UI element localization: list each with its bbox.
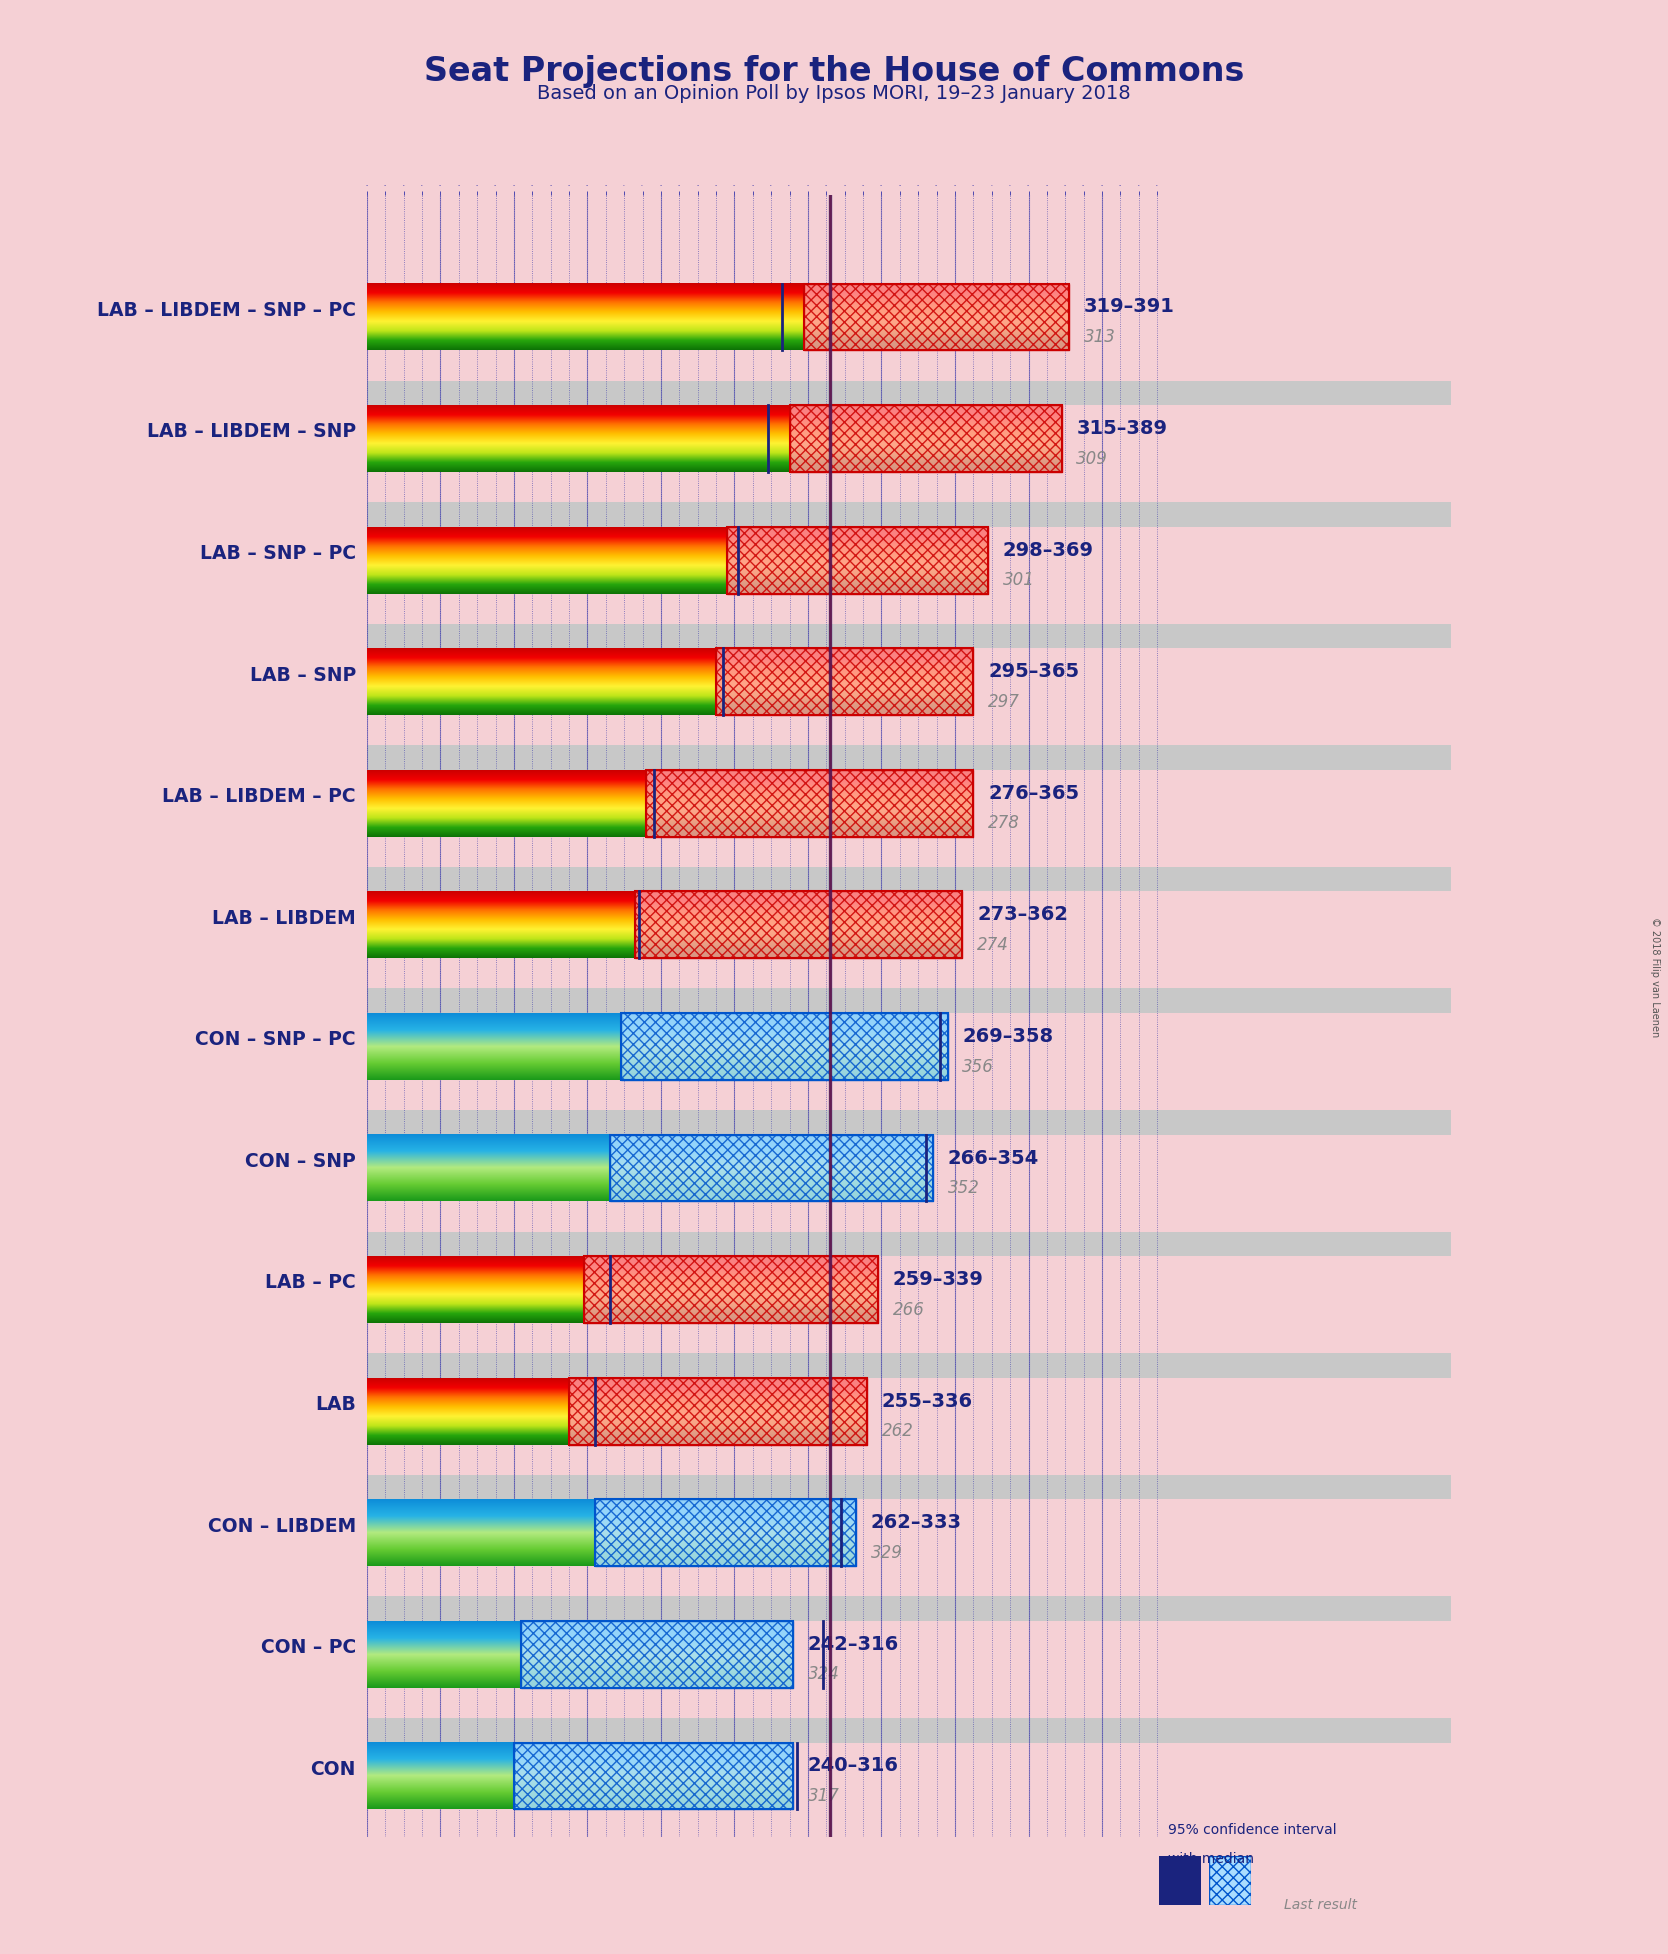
Bar [789, 404, 1061, 473]
Text: 324: 324 [807, 1665, 841, 1684]
Text: 313: 313 [1084, 328, 1116, 346]
Bar [367, 715, 1451, 770]
Text: 278: 278 [987, 815, 1019, 832]
Bar [584, 1256, 877, 1323]
Bar [367, 1567, 1451, 1596]
Bar [367, 473, 1451, 502]
Text: 266: 266 [892, 1301, 924, 1319]
Bar [367, 1323, 1451, 1378]
Text: 259–339: 259–339 [892, 1270, 984, 1290]
Text: 317: 317 [807, 1788, 841, 1805]
Text: with median: with median [1168, 1852, 1254, 1866]
Text: 295–365: 295–365 [987, 662, 1079, 682]
Text: 298–369: 298–369 [1002, 541, 1094, 559]
Text: 297: 297 [987, 694, 1019, 711]
Bar [789, 404, 1061, 473]
Bar [367, 1444, 1451, 1475]
Bar [646, 770, 974, 836]
Text: LAB – LIBDEM – PC: LAB – LIBDEM – PC [162, 787, 355, 807]
Bar [367, 350, 1451, 381]
Text: 309: 309 [1076, 449, 1108, 467]
Text: 276–365: 276–365 [987, 784, 1079, 803]
Bar [595, 1499, 856, 1567]
Text: CON – SNP: CON – SNP [245, 1151, 355, 1170]
Bar [609, 1135, 932, 1202]
Bar [367, 1202, 1451, 1231]
Bar [367, 1688, 1451, 1718]
Text: LAB – SNP: LAB – SNP [250, 666, 355, 684]
Bar [367, 594, 1451, 623]
Text: 255–336: 255–336 [881, 1391, 972, 1411]
Text: 352: 352 [947, 1178, 979, 1198]
Text: LAB – SNP – PC: LAB – SNP – PC [200, 543, 355, 563]
Text: 262: 262 [881, 1423, 914, 1440]
Text: Seat Projections for the House of Commons: Seat Projections for the House of Common… [424, 55, 1244, 88]
Text: 240–316: 240–316 [807, 1757, 899, 1776]
Text: LAB – LIBDEM: LAB – LIBDEM [212, 909, 355, 928]
Bar [716, 649, 974, 715]
Bar [646, 770, 974, 836]
Text: 301: 301 [1002, 571, 1034, 590]
Text: LAB – PC: LAB – PC [265, 1274, 355, 1292]
Bar [367, 594, 1451, 649]
Bar [584, 1256, 877, 1323]
Bar [620, 1012, 947, 1081]
Bar [367, 836, 1451, 891]
Text: LAB – LIBDEM – SNP: LAB – LIBDEM – SNP [147, 422, 355, 442]
Text: 273–362: 273–362 [977, 905, 1068, 924]
Text: CON – SNP – PC: CON – SNP – PC [195, 1030, 355, 1049]
Bar [367, 957, 1451, 1012]
Bar [727, 528, 987, 594]
Bar [367, 1081, 1451, 1135]
Text: LAB: LAB [315, 1395, 355, 1415]
Bar [367, 1202, 1451, 1256]
Bar [367, 473, 1451, 528]
Bar [367, 1688, 1451, 1743]
Text: 269–358: 269–358 [962, 1028, 1054, 1045]
Text: © 2018 Filip van Laenen: © 2018 Filip van Laenen [1650, 916, 1660, 1038]
Text: 242–316: 242–316 [807, 1635, 899, 1653]
Text: 274: 274 [977, 936, 1009, 954]
Bar [636, 891, 962, 957]
Bar [367, 1809, 1451, 1864]
Bar [514, 1743, 794, 1809]
Bar [636, 891, 962, 957]
Bar [620, 1012, 947, 1081]
Bar [367, 1567, 1451, 1622]
Bar [367, 350, 1451, 404]
Text: 262–333: 262–333 [871, 1512, 961, 1532]
Bar [367, 1444, 1451, 1499]
Bar [367, 1323, 1451, 1354]
Bar [367, 715, 1451, 744]
Bar [716, 649, 974, 715]
Text: 329: 329 [871, 1544, 902, 1561]
Bar [367, 1809, 1451, 1839]
Bar [804, 283, 1069, 350]
Bar [609, 1135, 932, 1202]
Bar [367, 836, 1451, 868]
Text: 95% confidence interval: 95% confidence interval [1168, 1823, 1336, 1837]
Bar [727, 528, 987, 594]
Bar [514, 1743, 794, 1809]
Bar [595, 1499, 856, 1567]
Text: 356: 356 [962, 1057, 994, 1075]
Bar [522, 1622, 794, 1688]
Text: 315–389: 315–389 [1076, 418, 1168, 438]
Bar [522, 1622, 794, 1688]
Text: 319–391: 319–391 [1084, 297, 1174, 317]
Text: Based on an Opinion Poll by Ipsos MORI, 19–23 January 2018: Based on an Opinion Poll by Ipsos MORI, … [537, 84, 1131, 104]
Bar [804, 283, 1069, 350]
Text: LAB – LIBDEM – SNP – PC: LAB – LIBDEM – SNP – PC [97, 301, 355, 320]
Bar [569, 1378, 867, 1444]
Bar [367, 1081, 1451, 1110]
Text: Last result: Last result [1284, 1897, 1358, 1913]
Text: 266–354: 266–354 [947, 1149, 1039, 1168]
Bar [569, 1378, 867, 1444]
Text: CON – LIBDEM: CON – LIBDEM [208, 1516, 355, 1536]
Text: CON: CON [310, 1761, 355, 1778]
Bar [367, 957, 1451, 989]
Text: CON – PC: CON – PC [260, 1637, 355, 1657]
